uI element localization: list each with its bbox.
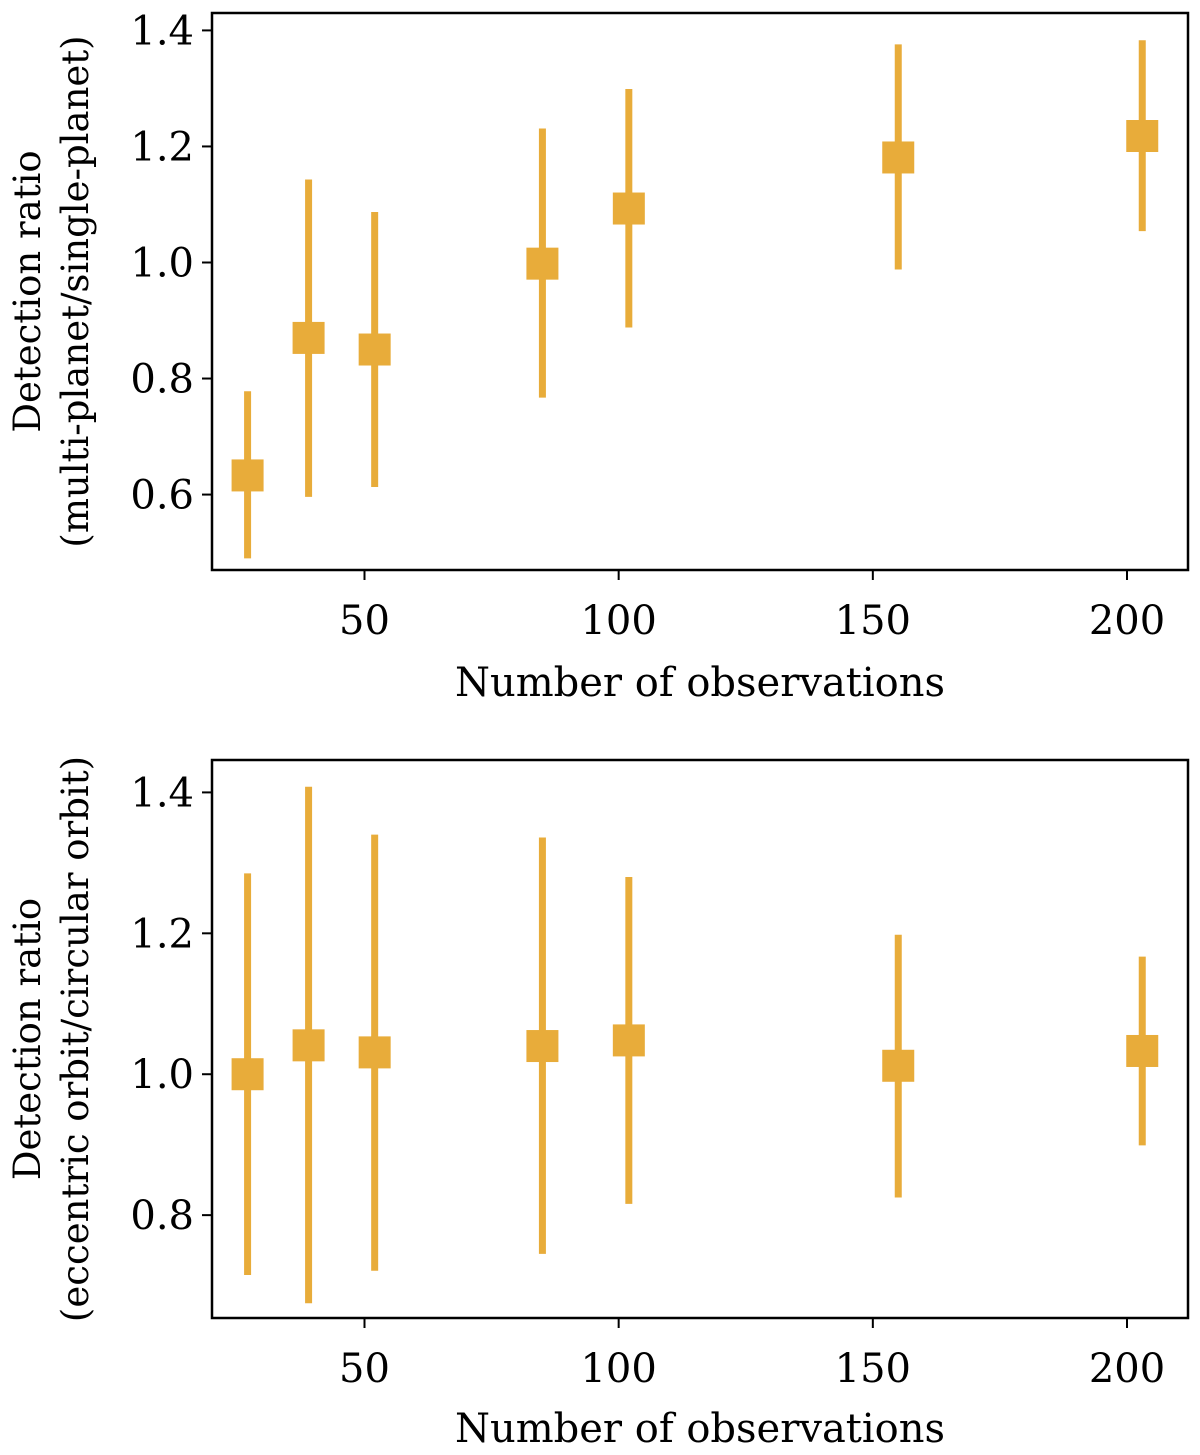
x-tick-label: 50 bbox=[339, 1346, 390, 1392]
data-point-marker bbox=[231, 1058, 264, 1091]
axes-frame bbox=[210, 11, 1190, 572]
data-point-marker bbox=[292, 1029, 325, 1062]
y-tick-label: 1.2 bbox=[130, 124, 194, 170]
y-tick-label: 1.4 bbox=[130, 770, 194, 816]
y-axis-label-line2: (eccentric orbit/circular orbit) bbox=[54, 756, 97, 1322]
bottom-panel-eccentric-ratio: 50 100 150 200 0.8 1.0 1.2 1.4 Number of observa… bbox=[6, 756, 1190, 1452]
data-point-marker bbox=[526, 247, 559, 280]
data-point-marker bbox=[1126, 1034, 1159, 1067]
data-point-marker bbox=[1126, 120, 1159, 153]
top-panel-multi-planet-ratio: 50 100 150 200 0.6 0.8 1.0 1.2 1.4 Number of obse… bbox=[6, 8, 1190, 706]
x-axis-label: Number of observations bbox=[455, 660, 945, 706]
x-tick-label: 200 bbox=[1089, 1346, 1165, 1392]
x-tick-label: 150 bbox=[835, 598, 911, 644]
data-point-marker bbox=[612, 1024, 645, 1057]
x-tick-label: 200 bbox=[1089, 598, 1165, 644]
data-point-marker bbox=[358, 333, 391, 366]
x-tick-label: 150 bbox=[835, 1346, 911, 1392]
y-axis-label-line1: Detection ratio bbox=[6, 150, 49, 432]
data-point-marker bbox=[358, 1036, 391, 1069]
x-tick-label: 50 bbox=[339, 598, 390, 644]
y-tick-label: 1.4 bbox=[130, 8, 194, 54]
y-tick-label: 1.0 bbox=[130, 1052, 194, 1098]
y-tick-label: 0.8 bbox=[130, 357, 194, 403]
axes-frame bbox=[210, 758, 1190, 1320]
x-axis-label: Number of observations bbox=[455, 1406, 945, 1452]
y-tick-label: 0.8 bbox=[130, 1193, 194, 1239]
y-tick-label: 0.6 bbox=[130, 473, 194, 519]
y-axis-label-line2: (multi-planet/single-planet) bbox=[54, 35, 97, 547]
data-point-marker bbox=[612, 192, 645, 225]
y-tick-label: 1.0 bbox=[130, 240, 194, 286]
data-point-marker bbox=[882, 1049, 915, 1082]
x-tick-label: 100 bbox=[580, 598, 656, 644]
data-point-marker bbox=[526, 1030, 559, 1063]
x-tick-label: 100 bbox=[580, 1346, 656, 1392]
y-tick-label: 1.2 bbox=[130, 911, 194, 957]
y-axis-label-line1: Detection ratio bbox=[6, 898, 49, 1180]
data-point-marker bbox=[882, 141, 915, 174]
data-point-marker bbox=[231, 459, 264, 492]
data-point-marker bbox=[292, 321, 325, 354]
